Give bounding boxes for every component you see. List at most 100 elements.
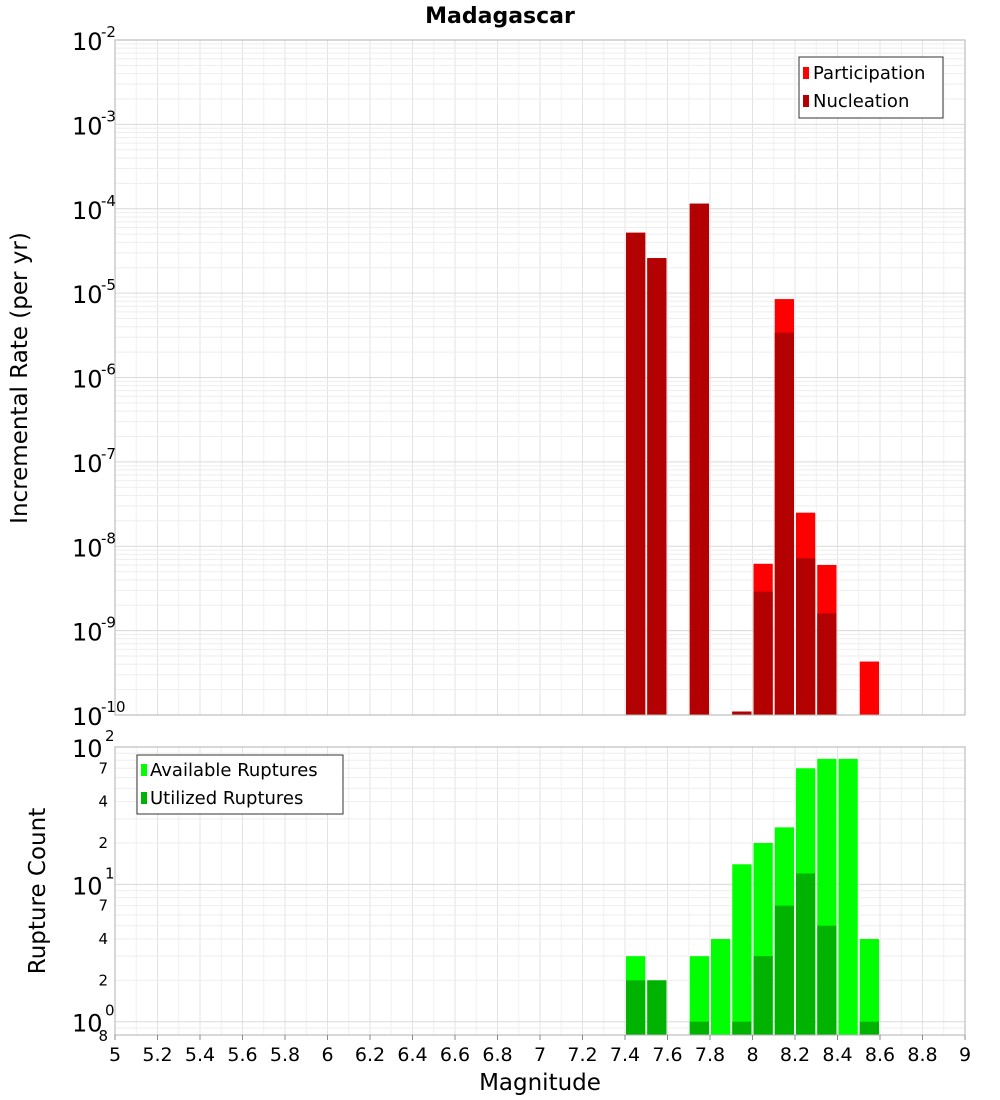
rate-plot-frame	[114, 39, 966, 716]
x-tick-label: 9	[959, 1044, 971, 1066]
available-legend-label: Available Ruptures	[150, 760, 318, 781]
utilized-ruptures-bar	[753, 956, 773, 1035]
count-y-minor-tick-label: 7	[98, 759, 108, 777]
utilized-ruptures-bar	[732, 1021, 752, 1035]
nucleation-bar	[689, 203, 709, 716]
y-tick-exponent: -6	[101, 361, 116, 379]
available-ruptures-bar	[838, 758, 858, 1035]
count-y-tick-exponent: 2	[105, 727, 115, 745]
count-y-tick-label: 10	[72, 735, 103, 763]
utilized-legend-swatch	[141, 792, 147, 804]
x-tick-label: 6.2	[355, 1044, 385, 1066]
count-y-tick-exponent: 0	[105, 1002, 115, 1020]
count-y-minor-tick-label: 8	[98, 1027, 108, 1045]
rate-legend: Participation Nucleation	[798, 56, 944, 119]
participation-legend-label: Participation	[813, 63, 925, 84]
x-tick-label: 7.2	[567, 1044, 597, 1066]
x-tick-label: 7.8	[695, 1044, 725, 1066]
x-tick-label: 6	[321, 1044, 333, 1066]
utilized-ruptures-bar	[796, 873, 816, 1035]
nucleation-bar	[796, 558, 816, 715]
count-y-tick-label: 10	[72, 1010, 103, 1038]
participation-legend-swatch	[803, 67, 809, 79]
x-tick-label: 7.6	[652, 1044, 682, 1066]
chart-title: Madagascar	[425, 4, 575, 29]
available-ruptures-bar	[732, 864, 752, 1035]
count-legend: Available Ruptures Utilized Ruptures	[136, 754, 344, 815]
count-y-axis-label: Rupture Count	[25, 808, 51, 974]
x-tick-label: 8.6	[865, 1044, 895, 1066]
available-ruptures-bar	[859, 939, 879, 1035]
x-tick-label: 8.4	[822, 1044, 852, 1066]
x-tick-label: 5.2	[142, 1044, 172, 1066]
count-y-minor-tick-label: 4	[98, 930, 108, 948]
count-y-tick-label: 10	[72, 872, 103, 900]
count-y-tick-exponent: 1	[105, 864, 115, 882]
x-tick-label: 8.8	[907, 1044, 937, 1066]
x-tick-label: 7	[534, 1044, 546, 1066]
utilized-ruptures-bar	[817, 925, 837, 1035]
x-axis-ticks: 5 5.2 5.4 5.6 5.8 6 6.2 6.4 6.6 6.8 7 7.2 7.4 7.6 7.8 8…	[109, 1035, 971, 1066]
y-tick-exponent: -10	[101, 698, 126, 716]
x-tick-label: 6.8	[482, 1044, 512, 1066]
y-tick-exponent: -2	[101, 23, 116, 41]
y-tick-exponent: -3	[101, 107, 116, 125]
rate-y-axis-label: Incremental Rate (per yr)	[7, 232, 33, 524]
available-ruptures-bar	[689, 956, 709, 1035]
rate-grid	[114, 39, 966, 716]
nucleation-bar	[753, 591, 773, 715]
x-tick-label: 6.6	[440, 1044, 470, 1066]
nucleation-bar	[774, 332, 794, 715]
y-tick-label: 10	[72, 366, 103, 394]
available-ruptures-bar	[711, 939, 731, 1035]
x-tick-label: 8.2	[780, 1044, 810, 1066]
nucleation-bar	[626, 232, 646, 715]
count-y-minor-tick-label: 7	[98, 897, 108, 915]
x-tick-label: 5.6	[227, 1044, 257, 1066]
y-tick-exponent: -4	[101, 192, 116, 210]
x-tick-label: 5.4	[185, 1044, 215, 1066]
y-tick-label: 10	[72, 703, 103, 731]
count-y-minor-tick-label: 2	[98, 971, 108, 989]
utilized-ruptures-bar	[626, 980, 646, 1035]
utilized-ruptures-bar	[859, 1021, 879, 1035]
y-tick-label: 10	[72, 28, 103, 56]
utilized-ruptures-bar	[774, 905, 794, 1035]
count-bars	[626, 758, 879, 1035]
participation-bar	[859, 661, 879, 715]
y-tick-label: 10	[72, 534, 103, 562]
x-tick-label: 5	[109, 1044, 121, 1066]
nucleation-bar	[647, 258, 667, 715]
x-axis-label: Magnitude	[479, 1070, 601, 1096]
available-legend-swatch	[141, 764, 147, 776]
count-legend-box	[136, 754, 344, 815]
y-tick-label: 10	[72, 281, 103, 309]
count-y-minor-tick-label: 4	[98, 793, 108, 811]
utilized-legend-label: Utilized Ruptures	[150, 788, 303, 809]
nucleation-legend-swatch	[803, 95, 809, 107]
y-tick-label: 10	[72, 197, 103, 225]
utilized-ruptures-bar	[647, 980, 667, 1035]
nucleation-bar	[732, 711, 752, 715]
y-tick-exponent: -5	[101, 276, 116, 294]
y-tick-label: 10	[72, 450, 103, 478]
utilized-ruptures-bar	[689, 1021, 709, 1035]
count-y-minor-tick-label: 2	[98, 834, 108, 852]
nucleation-bar	[817, 613, 837, 715]
rate-bars	[626, 203, 879, 716]
y-tick-exponent: -9	[101, 614, 116, 632]
x-tick-label: 5.8	[270, 1044, 300, 1066]
y-tick-exponent: -8	[101, 529, 116, 547]
y-tick-exponent: -7	[101, 445, 116, 463]
x-tick-label: 8	[746, 1044, 758, 1066]
x-tick-label: 7.4	[610, 1044, 640, 1066]
y-tick-label: 10	[72, 112, 103, 140]
x-tick-label: 6.4	[397, 1044, 427, 1066]
nucleation-legend-label: Nucleation	[813, 91, 909, 112]
y-tick-label: 10	[72, 619, 103, 647]
